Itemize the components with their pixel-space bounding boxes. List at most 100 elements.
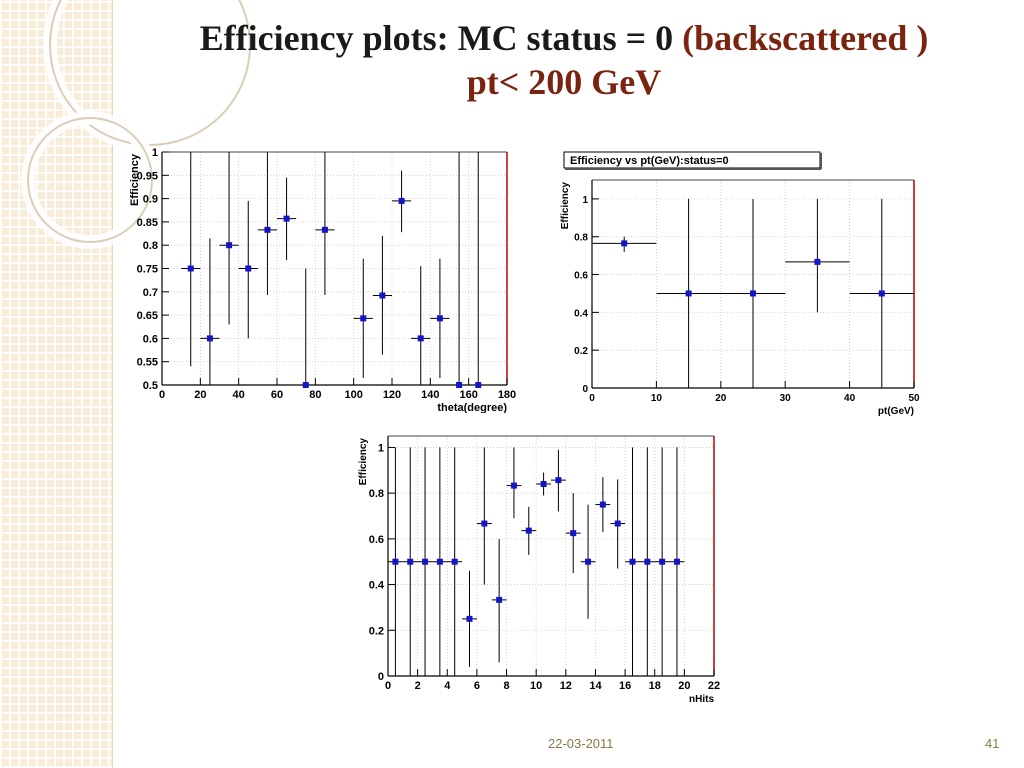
page-number: 41: [985, 736, 1000, 751]
x-tick-label: 12: [560, 680, 572, 692]
data-point: [496, 596, 503, 603]
data-point: [673, 558, 680, 565]
x-tick-label: 100: [344, 389, 362, 401]
data-point: [456, 382, 463, 388]
y-tick-label: 0.55: [137, 357, 158, 369]
y-tick-label: 0.8: [369, 488, 384, 500]
data-point: [206, 335, 213, 342]
data-point: [417, 335, 424, 342]
y-tick-label: 0: [582, 384, 588, 395]
y-tick-label: 0.2: [369, 625, 384, 637]
data-point: [525, 527, 532, 534]
data-point: [436, 315, 443, 322]
efficiency-vs-theta-plot: 0 20 40 60 80 100 120 140 160 180 0.5 0.55 0.6 0.65 0.…: [129, 147, 516, 413]
title-highlight: (backscattered ): [682, 18, 929, 58]
x-tick-label: 10: [530, 680, 542, 692]
data-point: [814, 258, 821, 265]
x-tick-label: 18: [649, 680, 661, 692]
data-point: [599, 501, 606, 508]
data-point: [407, 558, 414, 565]
x-tick-label: 4: [444, 680, 451, 692]
data-point: [510, 482, 517, 489]
title-subtitle: pt< 200 GeV: [466, 62, 662, 102]
plot-area: [388, 436, 714, 676]
y-tick-label: 0.8: [574, 233, 588, 244]
y-tick-label: 0.65: [137, 310, 158, 322]
x-tick-label: 80: [309, 389, 321, 401]
x-tick-label: 20: [678, 680, 690, 692]
y-tick-label: 1: [152, 147, 158, 159]
data-point: [379, 292, 386, 299]
efficiency-vs-pt-plot: 0 10 20 30 40 50 0 0.2 0.4 0.6 0.8 1 pt(GeV) Efficien…: [560, 151, 920, 417]
data-point: [226, 242, 233, 249]
x-axis-title: theta(degree): [437, 402, 507, 413]
y-axis-title: Efficiency: [129, 153, 141, 206]
data-point: [540, 481, 547, 487]
y-tick-label: 0.4: [574, 308, 588, 319]
x-tick-label: 140: [421, 389, 439, 401]
y-tick-label: 0.9: [143, 194, 158, 206]
y-tick-label: 0.6: [143, 333, 158, 345]
x-tick-label: 0: [159, 389, 165, 401]
data-point: [475, 382, 482, 388]
y-tick-label: 0.6: [574, 271, 588, 282]
x-tick-label: 8: [503, 680, 509, 692]
y-tick-label: 1: [582, 195, 588, 206]
data-point: [644, 558, 651, 565]
data-point: [878, 290, 885, 297]
data-point: [570, 530, 577, 537]
y-axis-title: Efficiency: [358, 438, 369, 486]
x-tick-label: 6: [474, 680, 480, 692]
y-tick-label: 1: [378, 442, 384, 454]
data-point: [360, 315, 367, 322]
data-point: [585, 558, 592, 565]
data-point: [398, 197, 405, 204]
footer-date: 22-03-2011: [548, 736, 614, 751]
x-tick-label: 60: [271, 389, 283, 401]
data-point: [245, 265, 252, 272]
x-tick-label: 20: [194, 389, 206, 401]
y-axis-title: Efficiency: [560, 182, 571, 230]
data-point: [750, 290, 756, 297]
x-axis-title: nHits: [689, 694, 714, 704]
data-point: [422, 558, 429, 565]
data-point: [264, 226, 271, 233]
x-tick-label: 16: [619, 680, 631, 692]
data-point: [451, 558, 458, 565]
y-tick-label: 0.8: [143, 240, 158, 252]
x-tick-label: 40: [844, 393, 856, 404]
data-point: [392, 558, 399, 565]
x-tick-label: 0: [385, 680, 391, 692]
data-point: [466, 615, 473, 622]
data-point: [555, 477, 562, 484]
x-tick-label: 160: [459, 389, 477, 401]
x-tick-label: 14: [589, 680, 602, 692]
x-tick-label: 40: [233, 389, 245, 401]
y-tick-label: 0.4: [369, 580, 385, 592]
data-point: [614, 520, 621, 527]
slide-title: Efficiency plots: MC status = 0 (backsca…: [104, 16, 1024, 104]
y-tick-label: 0.7: [143, 287, 158, 299]
x-tick-label: 10: [651, 393, 663, 404]
y-tick-label: 0.5: [143, 380, 158, 392]
data-point: [283, 215, 290, 222]
y-tick-label: 0.75: [137, 264, 158, 276]
data-point: [321, 226, 328, 233]
data-point: [481, 520, 488, 527]
y-tick-label: 0.2: [574, 346, 588, 357]
data-point: [685, 290, 692, 297]
x-axis-title: pt(GeV): [878, 406, 914, 417]
y-tick-label: 0: [378, 671, 384, 683]
decorative-rings: [21, 0, 257, 249]
x-tick-label: 30: [780, 393, 792, 404]
x-tick-label: 180: [498, 389, 516, 401]
y-tick-label: 0.6: [369, 534, 384, 546]
data-point: [629, 558, 636, 565]
x-tick-label: 50: [908, 393, 920, 404]
data-point: [302, 382, 309, 388]
data-point: [659, 558, 666, 565]
data-point: [187, 265, 194, 272]
x-tick-label: 2: [415, 680, 421, 692]
data-point: [436, 558, 443, 565]
y-tick-label: 0.85: [137, 217, 158, 229]
